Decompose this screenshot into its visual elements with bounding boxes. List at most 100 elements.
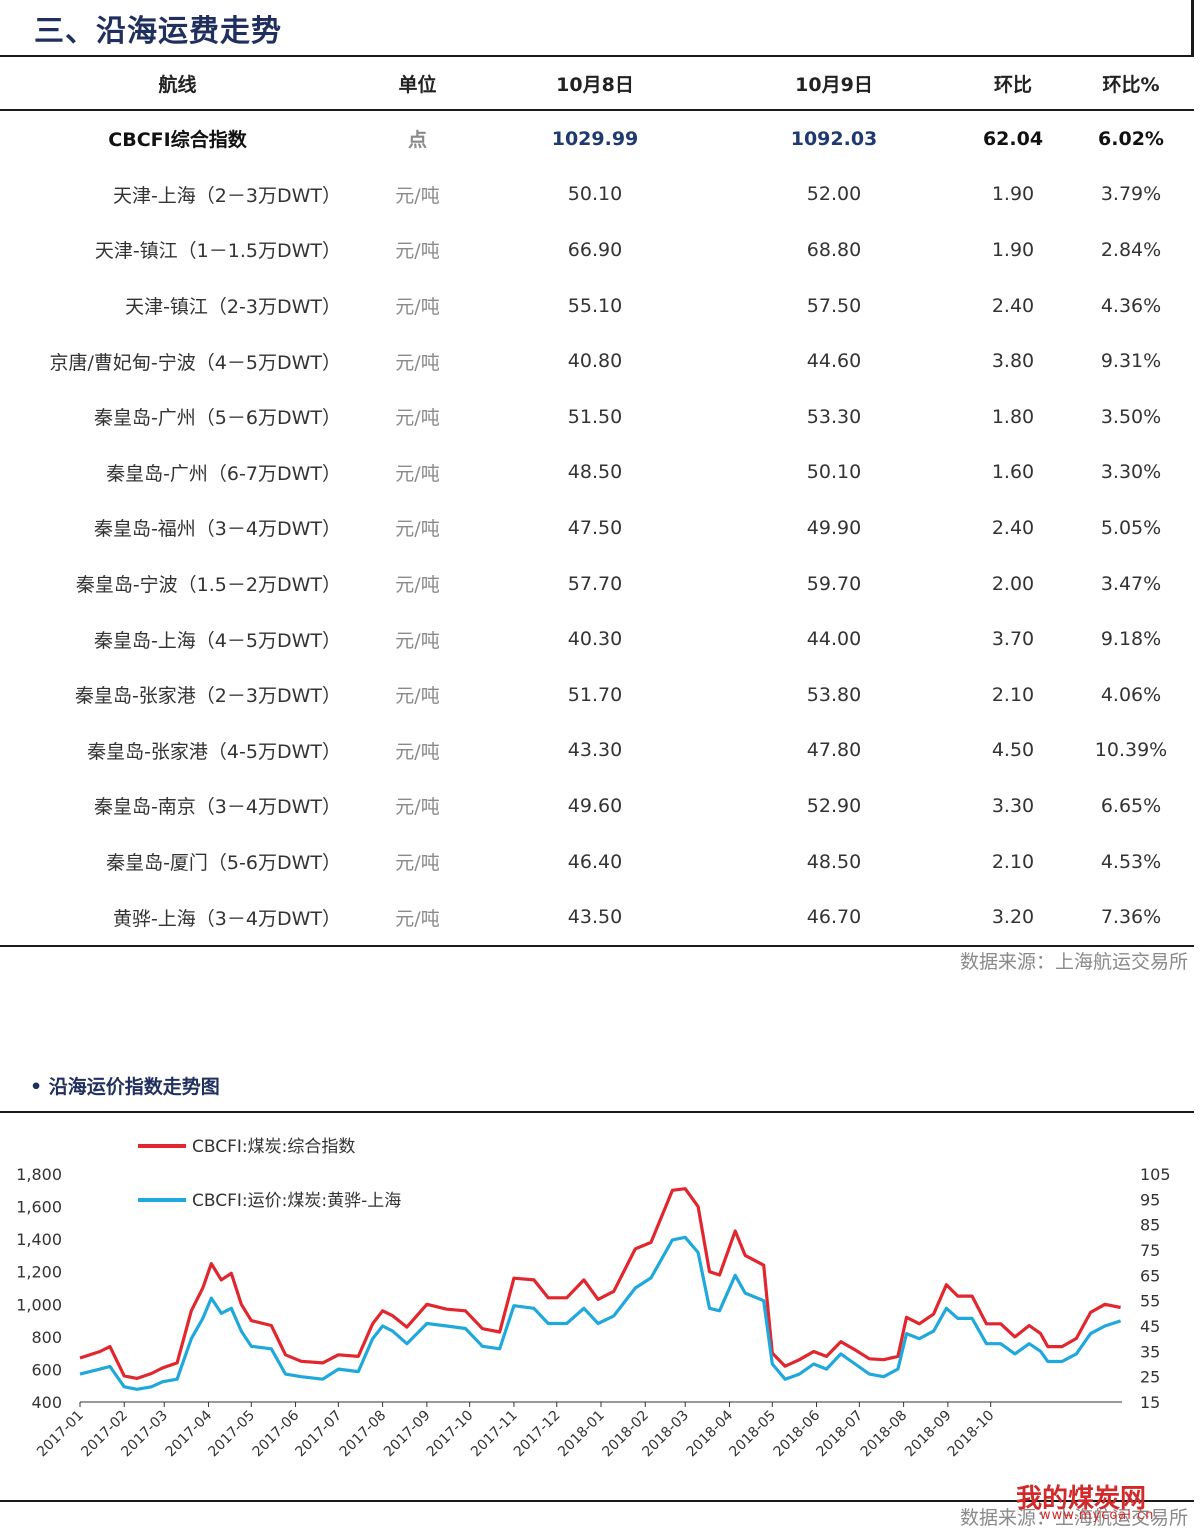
cell-oct9: 57.50 [806, 294, 862, 317]
cell-oct8: 48.50 [567, 461, 623, 484]
x-tick-label: 2018-10 [945, 1408, 998, 1461]
table-row: 秦皇岛-广州（5－6万DWT） 元/吨 51.50 53.30 1.80 3.50% [0, 389, 1194, 445]
cell-oct9: 53.30 [806, 405, 862, 428]
cell-route: 秦皇岛-广州（6-7万DWT） [106, 462, 341, 485]
cell-route: 秦皇岛-福州（3－4万DWT） [93, 518, 341, 541]
y-right-tick-label: 105 [1140, 1165, 1171, 1184]
cell-change: 2.00 [991, 572, 1035, 595]
title-right-bar [1191, 0, 1194, 57]
series-line-1 [79, 1187, 1121, 1380]
chart-source-note: 数据来源：上海航运交易所 [959, 1507, 1188, 1529]
chart-title: • 沿海运价指数走势图 [30, 1076, 220, 1098]
cell-route: 天津-镇江（2-3万DWT） [125, 296, 341, 319]
cell-change-pct: 7.36% [1100, 906, 1162, 929]
cell-unit: 元/吨 [395, 796, 440, 819]
cell-change-pct: 9.18% [1100, 628, 1162, 651]
y-right-tick-label: 65 [1140, 1266, 1160, 1285]
table-row: 秦皇岛-张家港（4-5万DWT） 元/吨 43.30 47.80 4.50 10.39% [0, 723, 1194, 779]
index-oct8: 1029.99 [551, 127, 639, 150]
cell-change: 3.30 [991, 794, 1035, 817]
cell-change-pct: 2.84% [1100, 238, 1162, 261]
cell-route: 秦皇岛-厦门（5-6万DWT） [106, 852, 341, 875]
index-unit: 点 [407, 129, 427, 152]
cell-oct8: 40.80 [567, 350, 623, 373]
chart-bottom-rule [0, 1500, 1194, 1502]
cell-unit: 元/吨 [395, 518, 440, 541]
x-tick-label: 2018-09 [902, 1408, 955, 1461]
cell-oct8: 55.10 [567, 294, 623, 317]
cell-change-pct: 5.05% [1100, 516, 1162, 539]
index-change-pct: 6.02% [1098, 127, 1164, 150]
cell-unit: 元/吨 [395, 296, 440, 319]
table-row: 秦皇岛-张家港（2－3万DWT） 元/吨 51.70 53.80 2.10 4.06% [0, 667, 1194, 723]
cell-change: 4.50 [991, 739, 1035, 762]
freight-rate-table: 航线 单位 10月8日 10月9日 环比 环比% CBCFI综合指数 点 102… [0, 57, 1194, 945]
cell-oct9: 52.90 [806, 794, 862, 817]
cell-route: 秦皇岛-宁波（1.5－2万DWT） [75, 574, 341, 597]
cell-oct9: 59.70 [806, 572, 862, 595]
cell-oct9: 49.90 [806, 516, 862, 539]
cell-change-pct: 3.47% [1100, 572, 1162, 595]
cell-route: 京唐/曹妃甸-宁波（4－5万DWT） [49, 351, 341, 374]
cell-change: 2.40 [991, 516, 1035, 539]
table-row: 天津-镇江（2-3万DWT） 元/吨 55.10 57.50 2.40 4.36% [0, 278, 1194, 334]
x-tick-label: 2017-08 [337, 1408, 390, 1461]
cell-change: 2.10 [991, 850, 1035, 873]
cell-unit: 元/吨 [395, 740, 440, 763]
cell-oct8: 49.60 [567, 794, 623, 817]
cell-change: 1.60 [991, 461, 1035, 484]
x-tick-label: 2018-08 [858, 1408, 911, 1461]
chart-top-rule [0, 1111, 1194, 1113]
watermark-logo-text: 我的煤炭网 [1016, 1484, 1147, 1514]
cell-change: 3.80 [991, 350, 1035, 373]
y-right-tick-label: 95 [1140, 1190, 1160, 1209]
x-tick-label: 2017-10 [424, 1408, 477, 1461]
y-right-tick-label: 55 [1140, 1292, 1160, 1311]
cell-change-pct: 3.50% [1100, 405, 1162, 428]
cell-route: 黄骅-上海（3－4万DWT） [112, 907, 341, 930]
table-row: 秦皇岛-上海（4－5万DWT） 元/吨 40.30 44.00 3.70 9.18% [0, 611, 1194, 667]
cell-change: 3.20 [991, 906, 1035, 929]
y-left-tick-label: 800 [31, 1328, 62, 1347]
y-right-tick-label: 35 [1140, 1342, 1160, 1361]
cell-oct8: 51.70 [567, 683, 623, 706]
cell-change-pct: 6.65% [1100, 794, 1162, 817]
cell-oct8: 43.30 [567, 739, 623, 762]
table-row: 秦皇岛-宁波（1.5－2万DWT） 元/吨 57.70 59.70 2.00 3.47% [0, 556, 1194, 612]
cell-unit: 元/吨 [395, 907, 440, 930]
cell-oct8: 46.40 [567, 850, 623, 873]
cell-change-pct: 3.30% [1100, 461, 1162, 484]
cell-change-pct: 4.53% [1100, 850, 1162, 873]
cell-oct8: 43.50 [567, 906, 623, 929]
y-right-tick-label: 85 [1140, 1216, 1160, 1235]
cell-change-pct: 9.31% [1100, 350, 1162, 373]
x-tick-label: 2017-12 [511, 1408, 564, 1461]
cell-oct9: 52.00 [806, 183, 862, 206]
y-left-tick-label: 1,400 [16, 1230, 62, 1249]
cell-oct9: 44.60 [806, 350, 862, 373]
cell-oct8: 66.90 [567, 238, 623, 261]
index-oct9: 1092.03 [790, 127, 878, 150]
header-change: 环比 [958, 57, 1068, 111]
x-tick-label: 2017-11 [468, 1408, 521, 1461]
header-oct8: 10月8日 [480, 57, 710, 111]
cell-oct8: 57.70 [567, 572, 623, 595]
index-change: 62.04 [982, 127, 1044, 150]
cell-oct8: 47.50 [567, 516, 623, 539]
y-left-tick-label: 1,800 [16, 1165, 62, 1184]
header-change-pct: 环比% [1068, 57, 1194, 111]
watermark-url: www.mycoal.cn [1040, 1508, 1155, 1523]
table-row: 秦皇岛-福州（3－4万DWT） 元/吨 47.50 49.90 2.40 5.05% [0, 500, 1194, 556]
cell-oct9: 44.00 [806, 628, 862, 651]
cell-route: 秦皇岛-上海（4－5万DWT） [93, 629, 341, 652]
table-row: 黄骅-上海（3－4万DWT） 元/吨 43.50 46.70 3.20 7.36% [0, 889, 1194, 945]
y-right-tick-label: 15 [1140, 1393, 1160, 1412]
cell-change-pct: 10.39% [1094, 739, 1168, 762]
y-right-tick-label: 45 [1140, 1317, 1160, 1336]
cell-oct9: 50.10 [806, 461, 862, 484]
legend-label-2: CBCFI:运价:煤炭:黄骅-上海 [192, 1191, 401, 1211]
cell-unit: 元/吨 [395, 184, 440, 207]
x-tick-label: 2018-01 [555, 1408, 608, 1461]
cell-route: 秦皇岛-广州（5－6万DWT） [93, 407, 341, 430]
y-left-tick-label: 1,600 [16, 1198, 62, 1217]
